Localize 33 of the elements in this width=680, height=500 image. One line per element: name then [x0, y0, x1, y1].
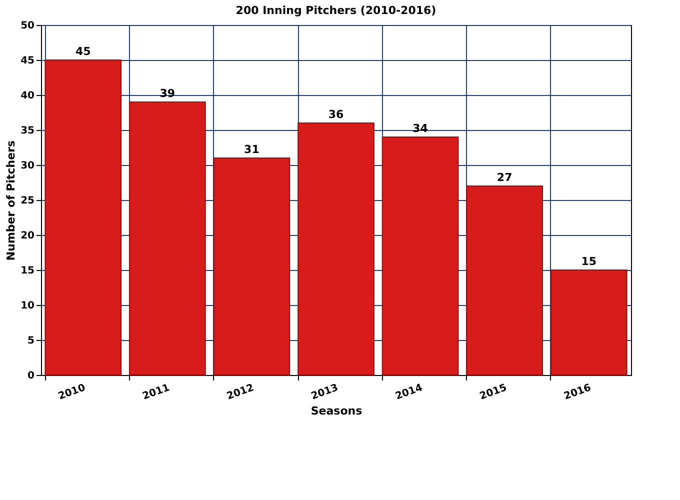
y-tick-label: 50 [20, 20, 35, 32]
bar [44, 60, 122, 376]
bar [382, 136, 459, 376]
x-tick-label: 2012 [226, 382, 256, 402]
chart-title: 200 Inning Pitchers (2010-2016) [236, 4, 436, 17]
data-label: 15 [581, 255, 597, 268]
y-tick-label: 40 [20, 90, 35, 102]
y-tick-label: 15 [20, 266, 35, 276]
bar [129, 102, 206, 376]
x-tick-label: 2015 [478, 382, 508, 402]
data-label: 45 [75, 45, 91, 58]
y-tick-label: 10 [20, 300, 35, 312]
data-label: 31 [244, 143, 260, 156]
bar [213, 158, 290, 376]
y-tick-label: 0 [28, 370, 35, 382]
data-label: 27 [496, 171, 512, 184]
y-tick-label: 20 [20, 230, 35, 242]
y-tick-label: 25 [20, 196, 35, 206]
data-label: 36 [328, 108, 344, 121]
y-axis-title: Number of Pitchers [4, 140, 18, 261]
y-tick-label: 45 [20, 56, 35, 66]
x-axis-title: Seasons [310, 404, 363, 418]
x-tick-label: 2014 [394, 382, 424, 402]
y-tick-label: 5 [28, 336, 35, 346]
x-tick-label: 2013 [310, 382, 340, 402]
y-tick-label: 30 [20, 160, 35, 172]
x-tick-label: 2010 [56, 382, 87, 402]
x-tick-label: 2011 [141, 382, 172, 402]
x-tick-label: 2016 [562, 382, 593, 402]
y-tick-label: 35 [20, 126, 35, 136]
bar [466, 186, 543, 376]
bar [550, 270, 628, 376]
bar [298, 122, 374, 376]
